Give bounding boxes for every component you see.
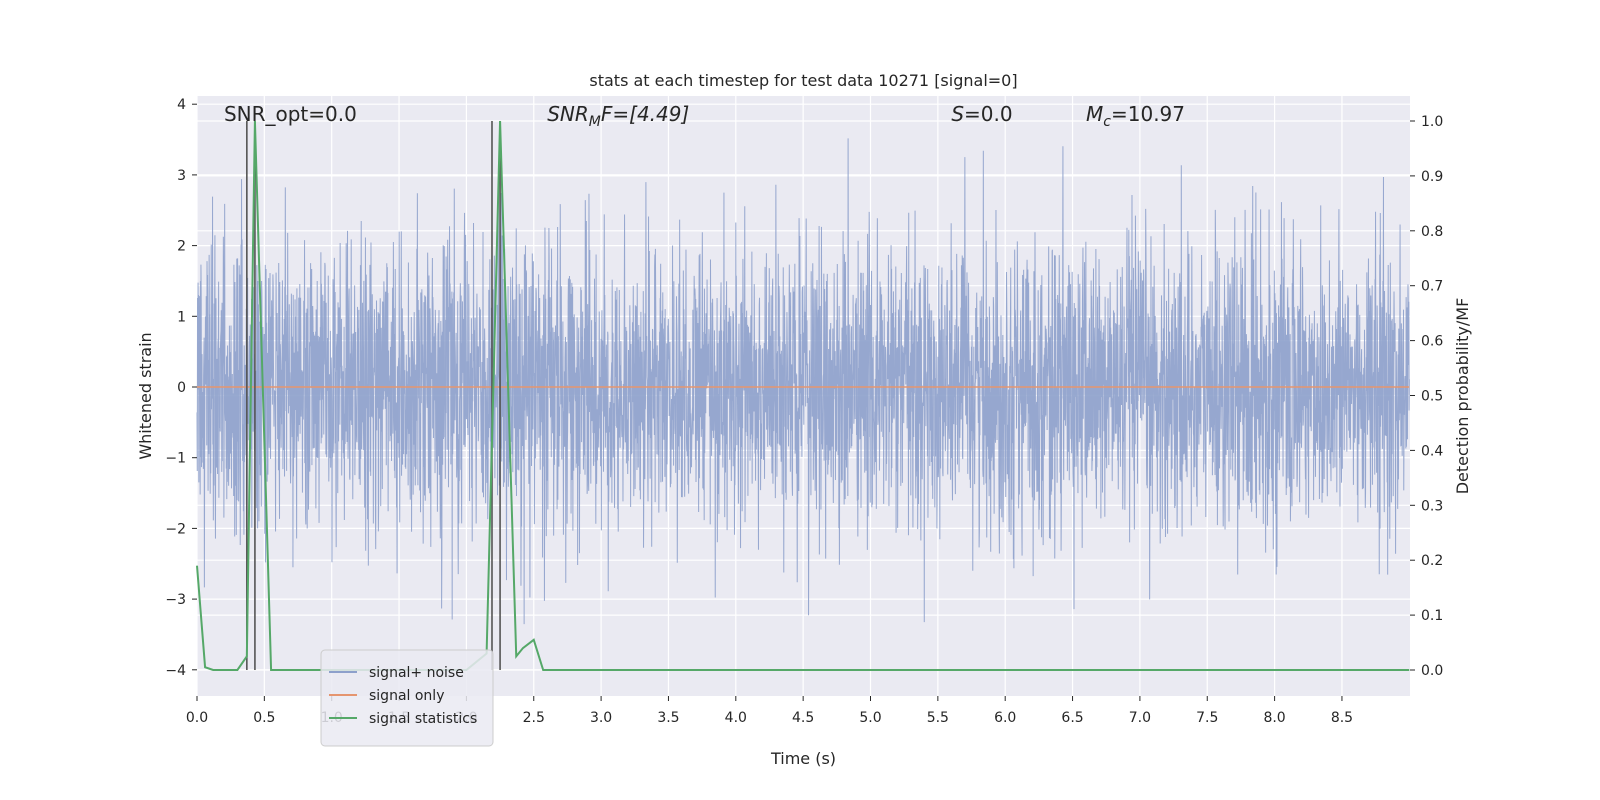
y-axis-right-label: Detection probability/MF [1453,298,1472,495]
y-left-tick-label: 0 [177,380,186,396]
y-right-tick-label: 0.3 [1421,498,1443,514]
x-tick-label: 0.0 [186,710,208,726]
y-left-tick-label: −4 [165,663,186,679]
x-tick-label: 6.5 [1061,710,1083,726]
y-right-tick-label: 0.2 [1421,553,1443,569]
chart-title: stats at each timestep for test data 102… [589,71,1017,90]
x-tick-label: 5.0 [859,710,881,726]
y-right-tick-label: 0.5 [1421,389,1443,405]
y-right-tick-label: 0.9 [1421,169,1443,185]
y-left-tick-label: 3 [177,168,186,184]
y-left-tick-label: −3 [165,592,186,608]
y-left-tick-label: 2 [177,239,186,255]
annotation-text: SNRMF=[4.49] [547,102,689,130]
y-left-tick-label: 1 [177,309,186,325]
y-right-tick-label: 0.6 [1421,334,1443,350]
annotations: SNR_opt=0.0 SNRMF=[4.49] S=0.0 Mc=10.97 [224,102,1185,130]
annotation-text: S=0.0 [951,102,1012,126]
x-tick-label: 3.0 [590,710,612,726]
x-axis-label: Time (s) [770,749,836,768]
legend: signal+ noise signal only signal statistic… [320,649,494,747]
y-left-tick-label: −2 [165,521,186,537]
y-right-tick-label: 0.4 [1421,443,1443,459]
legend-label: signal+ noise [369,665,464,681]
x-tick-label: 7.0 [1129,710,1151,726]
annotation-text: Mc=10.97 [1086,102,1185,130]
y-right-tick-label: 0.7 [1421,279,1443,295]
x-tick-label: 8.5 [1331,710,1353,726]
x-tick-label: 6.0 [994,710,1016,726]
x-tick-label: 5.5 [927,710,949,726]
legend-box [320,649,494,747]
y-axis-left-label: Whitened strain [136,332,155,459]
x-tick-label: 3.5 [657,710,679,726]
y-left-tick-label: −1 [165,451,186,467]
y-right-tick-label: 0.0 [1421,663,1443,679]
vertical-markers [246,121,501,670]
x-tick-label: 4.0 [725,710,747,726]
y-right-tick-label: 0.8 [1421,224,1443,240]
signal-noise-line [196,138,1410,625]
series-signal-noise [196,138,1410,625]
y-left-tick-label: 4 [177,97,186,113]
legend-label: signal statistics [369,711,477,727]
x-tick-label: 8.0 [1263,710,1285,726]
y-right-tick-label: 1.0 [1421,114,1443,130]
x-tick-label: 7.5 [1196,710,1218,726]
x-tick-label: 2.5 [523,710,545,726]
legend-label: signal only [369,688,444,704]
x-tick-label: 0.5 [253,710,275,726]
y-right-tick-label: 0.1 [1421,608,1443,624]
x-tick-label: 4.5 [792,710,814,726]
annotation-text: SNR_opt=0.0 [224,102,357,126]
